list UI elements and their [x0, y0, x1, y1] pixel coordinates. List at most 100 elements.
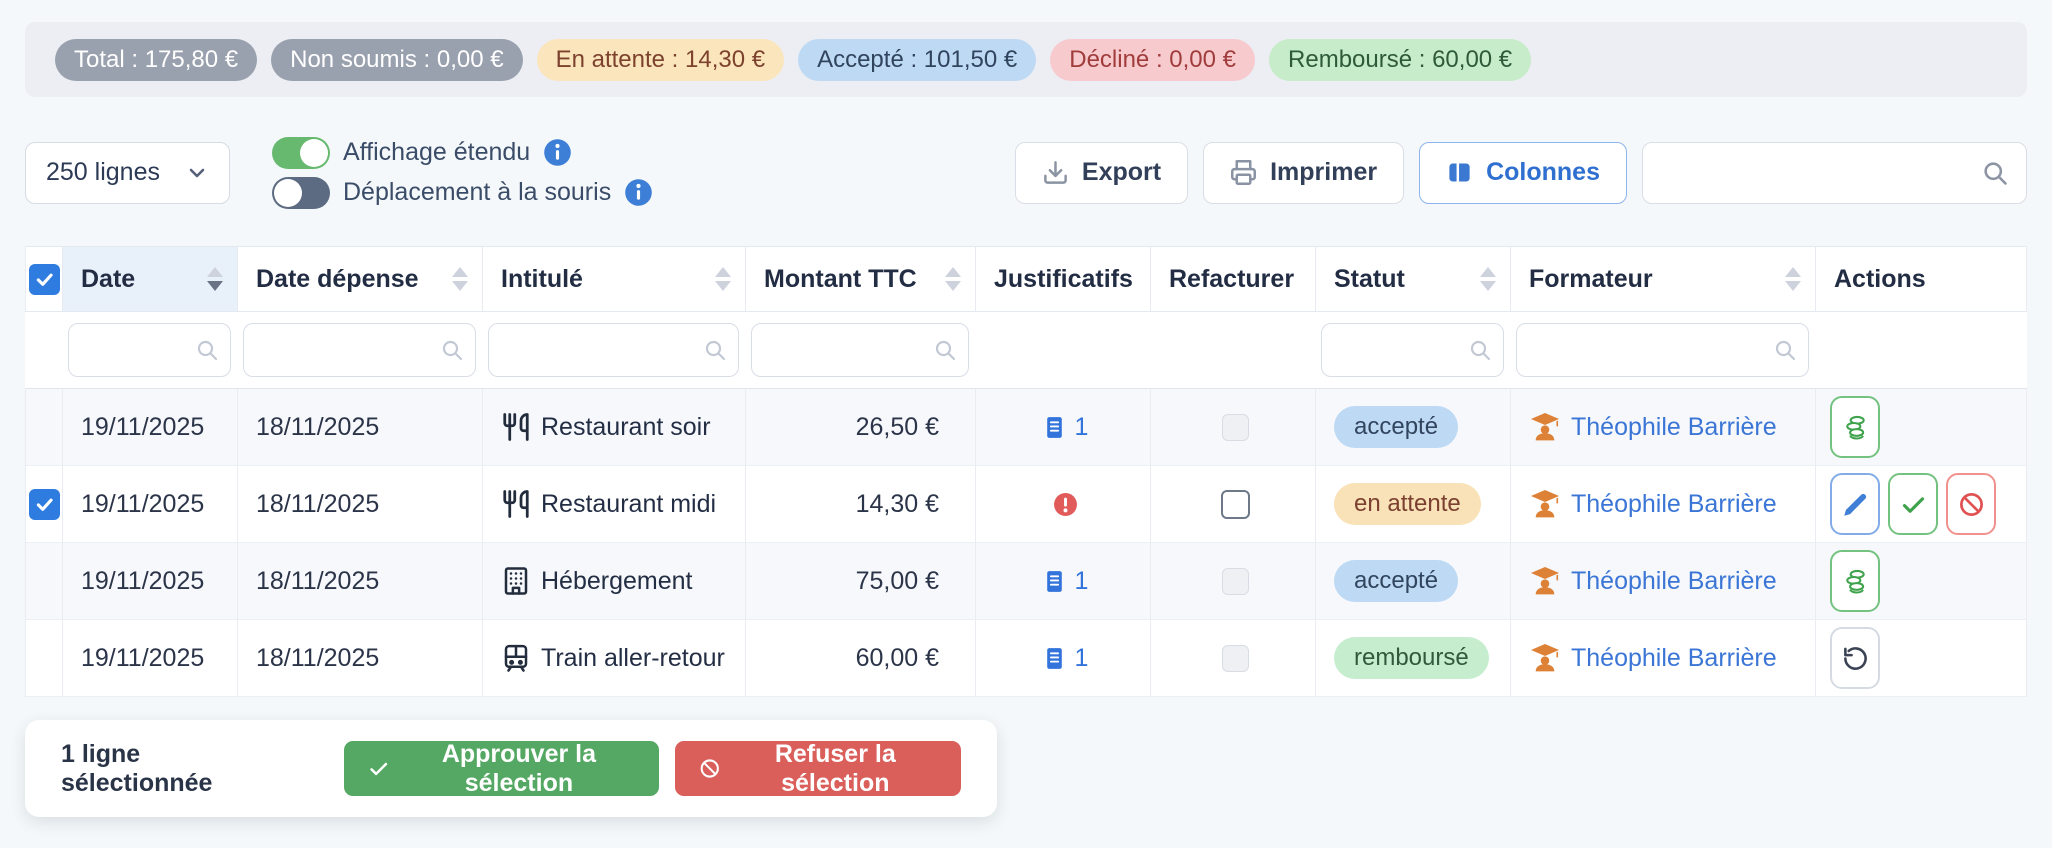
undo-button[interactable] — [1830, 627, 1880, 689]
date-cell: 19/11/2025 — [63, 389, 238, 465]
refund-button[interactable] — [1830, 396, 1880, 458]
receipts-count: 1 — [1074, 566, 1089, 595]
controls-row: 250 lignes Affichage étendu Déplacement … — [25, 130, 2027, 215]
search-icon — [1470, 340, 1491, 361]
extended-display-toggle[interactable] — [272, 136, 330, 169]
info-icon[interactable] — [543, 138, 572, 167]
check-icon — [370, 762, 388, 776]
status-cell: accepté — [1316, 389, 1511, 465]
filter-date-depense-input[interactable] — [243, 323, 476, 377]
rebill-checkbox[interactable] — [1221, 567, 1249, 595]
trainer-link[interactable]: Théophile Barrière — [1571, 489, 1777, 518]
ban-icon — [1959, 492, 1983, 516]
extended-display-label: Affichage étendu — [343, 138, 531, 166]
export-button[interactable]: Export — [1014, 141, 1189, 204]
graduate-icon — [1531, 644, 1559, 672]
toolbar: Export Imprimer Colonnes — [1014, 141, 2027, 204]
title-cell: Restaurant midi — [483, 466, 746, 542]
receipts-cell[interactable]: 1 — [976, 543, 1151, 619]
title-cell: Restaurant soir — [483, 389, 746, 465]
receipts-cell[interactable]: 1 — [976, 389, 1151, 465]
column-label: Date — [81, 264, 136, 293]
actions-cell — [1816, 620, 2026, 696]
trainer-link[interactable]: Théophile Barrière — [1571, 643, 1777, 672]
refuse-selection-label: Refuser la sélection — [774, 739, 896, 797]
amount-cell: 26,50 € — [746, 389, 976, 465]
column-header-formateur[interactable]: Formateur — [1511, 247, 1816, 311]
date-cell: 19/11/2025 — [63, 620, 238, 696]
search-icon — [935, 340, 956, 361]
search-icon — [705, 340, 726, 361]
edit-button[interactable] — [1830, 473, 1880, 535]
print-button[interactable]: Imprimer — [1203, 141, 1405, 204]
mouse-move-label: Déplacement à la souris — [343, 178, 612, 206]
status-badge: accepté — [1334, 406, 1459, 448]
global-search-input[interactable] — [1642, 141, 2027, 204]
column-label: Intitulé — [501, 264, 583, 293]
graduate-icon — [1531, 567, 1559, 595]
column-header-statut[interactable]: Statut — [1316, 247, 1511, 311]
receipts-cell[interactable]: 1 — [976, 620, 1151, 696]
download-icon — [1044, 161, 1067, 184]
rebill-checkbox[interactable] — [1221, 413, 1249, 441]
receipts-cell — [976, 466, 1151, 542]
pencil-icon — [1843, 493, 1866, 516]
toggle-knob — [274, 178, 302, 207]
refuse-selection-button[interactable]: Refuser la sélection — [675, 739, 961, 797]
trainer-cell: Théophile Barrière — [1511, 543, 1816, 619]
filter-statut-input[interactable] — [1321, 323, 1504, 377]
column-label: Statut — [1334, 264, 1405, 293]
filter-intitule-input[interactable] — [488, 323, 739, 377]
utensils-icon — [503, 490, 529, 518]
info-icon[interactable] — [624, 178, 653, 207]
trainer-link[interactable]: Théophile Barrière — [1571, 412, 1777, 441]
sort-icon — [207, 267, 223, 291]
column-label: Refacturer — [1169, 264, 1295, 293]
trainer-link[interactable]: Théophile Barrière — [1571, 566, 1777, 595]
select-all-checkbox[interactable] — [28, 263, 60, 295]
columns-button[interactable]: Colonnes — [1419, 141, 1627, 204]
coins-icon — [1845, 415, 1865, 440]
status-cell: en attente — [1316, 466, 1511, 542]
print-label: Imprimer — [1270, 158, 1378, 186]
title-text: Restaurant midi — [541, 489, 717, 518]
graduate-icon — [1531, 490, 1559, 518]
table-row: 19/11/2025 18/11/2025 Restaurant soir 26… — [25, 389, 2027, 466]
approve-button[interactable] — [1888, 473, 1938, 535]
mouse-move-toggle[interactable] — [272, 176, 330, 209]
filter-date-depense — [243, 323, 476, 377]
row-checkbox-cell[interactable] — [26, 543, 63, 619]
date-cell: 19/11/2025 — [63, 543, 238, 619]
refuse-button[interactable] — [1946, 473, 1996, 535]
undo-icon — [1843, 646, 1867, 670]
rows-per-page-select[interactable]: 250 lignes — [25, 141, 230, 204]
column-label: Justificatifs — [994, 264, 1133, 293]
rebill-checkbox[interactable] — [1220, 489, 1250, 519]
column-header-date[interactable]: Date — [63, 247, 238, 311]
status-cell: accepté — [1316, 543, 1511, 619]
rebill-cell — [1151, 389, 1316, 465]
column-header-intitule[interactable]: Intitulé — [483, 247, 746, 311]
row-checkbox-cell[interactable] — [26, 389, 63, 465]
coins-icon — [1845, 569, 1865, 594]
receipts-count: 1 — [1074, 412, 1089, 441]
rebill-checkbox[interactable] — [1221, 644, 1249, 672]
filter-formateur-input[interactable] — [1516, 323, 1809, 377]
refund-button[interactable] — [1830, 550, 1880, 612]
row-checkbox-checked[interactable] — [28, 488, 60, 520]
trainer-cell: Théophile Barrière — [1511, 389, 1816, 465]
column-label: Montant TTC — [764, 264, 917, 293]
selection-bar: 1 ligne sélectionnée Approuver la sélect… — [25, 720, 997, 817]
column-header-actions: Actions — [1816, 247, 2026, 311]
expense-date-cell: 18/11/2025 — [238, 389, 483, 465]
column-header-date-depense[interactable]: Date dépense — [238, 247, 483, 311]
column-header-montant[interactable]: Montant TTC — [746, 247, 976, 311]
toggle-knob — [300, 138, 328, 167]
trainer-cell: Théophile Barrière — [1511, 466, 1816, 542]
row-checkbox-cell[interactable] — [26, 620, 63, 696]
filter-montant-input[interactable] — [751, 323, 969, 377]
approve-selection-button[interactable]: Approuver la sélection — [344, 740, 660, 797]
title-text: Train aller-retour — [541, 643, 725, 672]
amount-cell: 75,00 € — [746, 543, 976, 619]
filter-date-input[interactable] — [68, 323, 231, 377]
